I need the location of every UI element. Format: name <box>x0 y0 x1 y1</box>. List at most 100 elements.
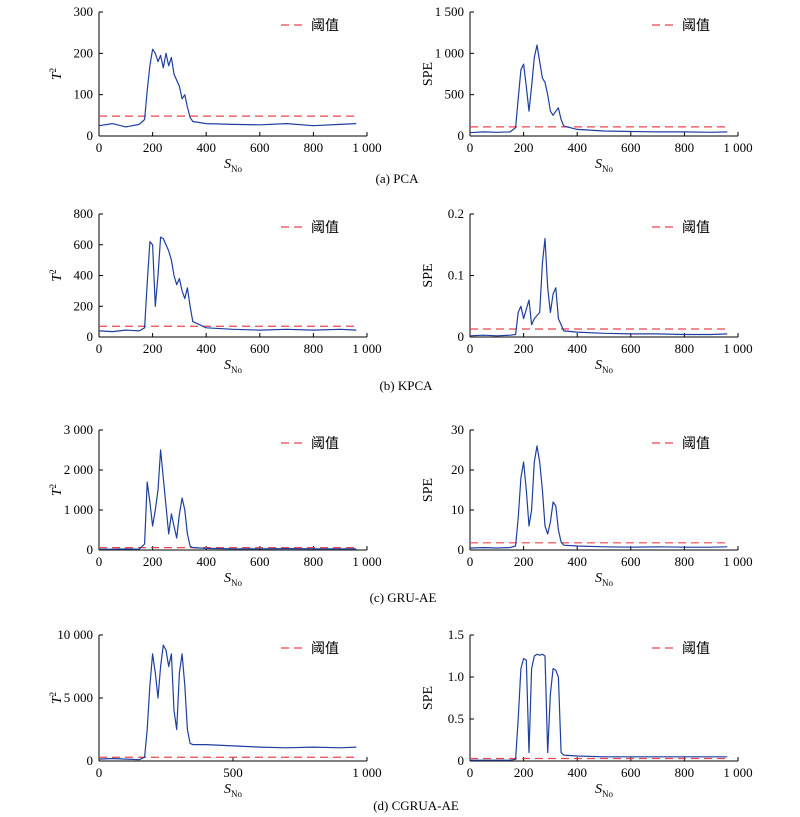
x-tick-label: 1 000 <box>723 554 752 569</box>
x-tick-label: 600 <box>250 554 270 569</box>
plot-pca-spe: 0 200 400 600 800 1 000 0 500 1 000 1 500 SPE SNo 阈值 <box>421 4 753 174</box>
y-tick-label: 300 <box>74 4 94 19</box>
x-tick-label: 600 <box>250 140 270 155</box>
x-tick-label: 0 <box>96 140 103 155</box>
series-line <box>99 449 357 550</box>
x-tick-label: 200 <box>143 341 163 356</box>
legend-label: 阈值 <box>682 18 710 34</box>
y-axis-label: T2 <box>48 269 65 281</box>
x-tick-label: 400 <box>567 554 587 569</box>
y-tick-label: 3 000 <box>64 422 93 437</box>
x-tick-label: 1 000 <box>723 140 752 155</box>
y-axis-label: T2 <box>48 692 65 704</box>
y-axis-label: T2 <box>48 484 65 496</box>
x-tick-label: 600 <box>250 341 270 356</box>
plot-gru-spe: 0 200 400 600 800 1 000 0 10 20 30 SPE SNo 阈值 <box>421 422 753 588</box>
y-tick-label: 200 <box>74 45 94 60</box>
series-line <box>98 48 357 128</box>
x-tick-label: 0 <box>96 554 103 569</box>
series-line <box>470 653 728 761</box>
y-tick-label: 100 <box>74 87 94 102</box>
plot-cgrua-spe: 0 200 400 600 800 1 000 0 0.5 1.0 1.5 SPE SNo 阈值 <box>421 627 753 799</box>
caption-pca: (a) PCA <box>375 171 419 186</box>
y-tick-label: 1.0 <box>448 669 464 684</box>
y-axis-label: SPE <box>421 62 436 86</box>
plot-cgrua-t2: 0 500 1 000 0 5 000 10 000 T2 SNo 阈值 <box>48 627 382 799</box>
y-axis-label: T2 <box>48 68 65 80</box>
y-tick-label: 1 500 <box>435 4 464 19</box>
legend-label: 阈值 <box>311 18 339 34</box>
x-tick-label: 200 <box>514 765 534 780</box>
x-tick-label: 800 <box>304 140 324 155</box>
y-tick-label: 0.2 <box>448 206 464 221</box>
x-tick-label: 0 <box>467 140 474 155</box>
x-tick-label: 400 <box>196 554 216 569</box>
x-tick-label: 400 <box>567 765 587 780</box>
plot-kpca-t2: 0 200 400 600 800 1 000 0 200 400 600 800 T2 SNo 阈值 <box>48 206 382 375</box>
legend-label: 阈值 <box>311 641 339 657</box>
x-tick-label: 0 <box>96 341 103 356</box>
x-tick-label: 1 000 <box>352 341 381 356</box>
x-axis-label: SNo <box>224 782 242 799</box>
x-tick-label: 400 <box>196 140 216 155</box>
x-tick-label: 1 000 <box>723 765 752 780</box>
x-tick-label: 1 000 <box>352 140 381 155</box>
y-tick-label: 0 <box>87 128 94 143</box>
y-axis-label: SPE <box>421 263 436 287</box>
y-tick-label: 10 000 <box>57 627 93 642</box>
caption-kpca: (b) KPCA <box>379 378 433 393</box>
x-axis-label: SNo <box>595 571 613 588</box>
y-tick-label: 0 <box>458 128 465 143</box>
y-tick-label: 10 <box>451 502 464 517</box>
x-tick-label: 800 <box>675 140 695 155</box>
x-tick-label: 600 <box>621 140 641 155</box>
y-tick-label: 0 <box>87 329 94 344</box>
y-tick-label: 0.1 <box>448 268 464 283</box>
x-tick-label: 1 000 <box>723 341 752 356</box>
y-tick-label: 200 <box>74 298 94 313</box>
y-tick-label: 0 <box>458 542 465 557</box>
series-line <box>98 644 357 761</box>
y-axis-label: SPE <box>421 686 436 710</box>
x-tick-label: 200 <box>514 341 534 356</box>
y-tick-label: 400 <box>74 268 94 283</box>
legend-label: 阈值 <box>682 436 710 452</box>
caption-gru-ae: (c) GRU-AE <box>369 590 437 605</box>
legend-label: 阈值 <box>682 641 710 657</box>
x-tick-label: 1 000 <box>352 554 381 569</box>
x-tick-label: 200 <box>514 140 534 155</box>
y-tick-label: 0 <box>458 329 465 344</box>
series-line <box>469 238 728 337</box>
x-tick-label: 0 <box>467 341 474 356</box>
y-tick-label: 1 000 <box>435 45 464 60</box>
y-tick-label: 500 <box>445 87 465 102</box>
legend-label: 阈值 <box>682 220 710 236</box>
x-axis-label: SNo <box>224 358 242 375</box>
series-line <box>469 44 728 134</box>
x-tick-label: 800 <box>675 341 695 356</box>
plot-pca-t2: 0 200 400 600 800 1 000 0 100 200 300 T2 SNo 阈值 <box>48 4 382 174</box>
x-tick-label: 200 <box>514 554 534 569</box>
y-tick-label: 1 000 <box>64 502 93 517</box>
x-tick-label: 0 <box>467 765 474 780</box>
x-axis-label: SNo <box>224 571 242 588</box>
legend-label: 阈值 <box>311 220 339 236</box>
y-axis-label: SPE <box>421 478 436 502</box>
y-tick-label: 0 <box>458 753 465 768</box>
x-tick-label: 200 <box>143 140 163 155</box>
series-line <box>469 445 728 549</box>
y-tick-label: 1.5 <box>448 627 464 642</box>
x-axis-label: SNo <box>595 157 613 174</box>
y-tick-label: 600 <box>74 237 94 252</box>
x-tick-label: 200 <box>143 554 163 569</box>
plot-kpca-spe: 0 200 400 600 800 1 000 0 0.1 0.2 SPE SNo 阈值 <box>421 206 753 375</box>
y-tick-label: 0 <box>87 753 94 768</box>
x-tick-label: 500 <box>223 765 243 780</box>
plot-gru-t2: 0 200 400 600 800 1 000 0 1 000 2 000 3 000 T2 SNo 阈… <box>48 422 382 588</box>
x-axis-label: SNo <box>224 157 242 174</box>
x-tick-label: 1 000 <box>352 765 381 780</box>
x-tick-label: 400 <box>567 140 587 155</box>
x-axis-label: SNo <box>595 358 613 375</box>
series-line <box>98 236 357 333</box>
